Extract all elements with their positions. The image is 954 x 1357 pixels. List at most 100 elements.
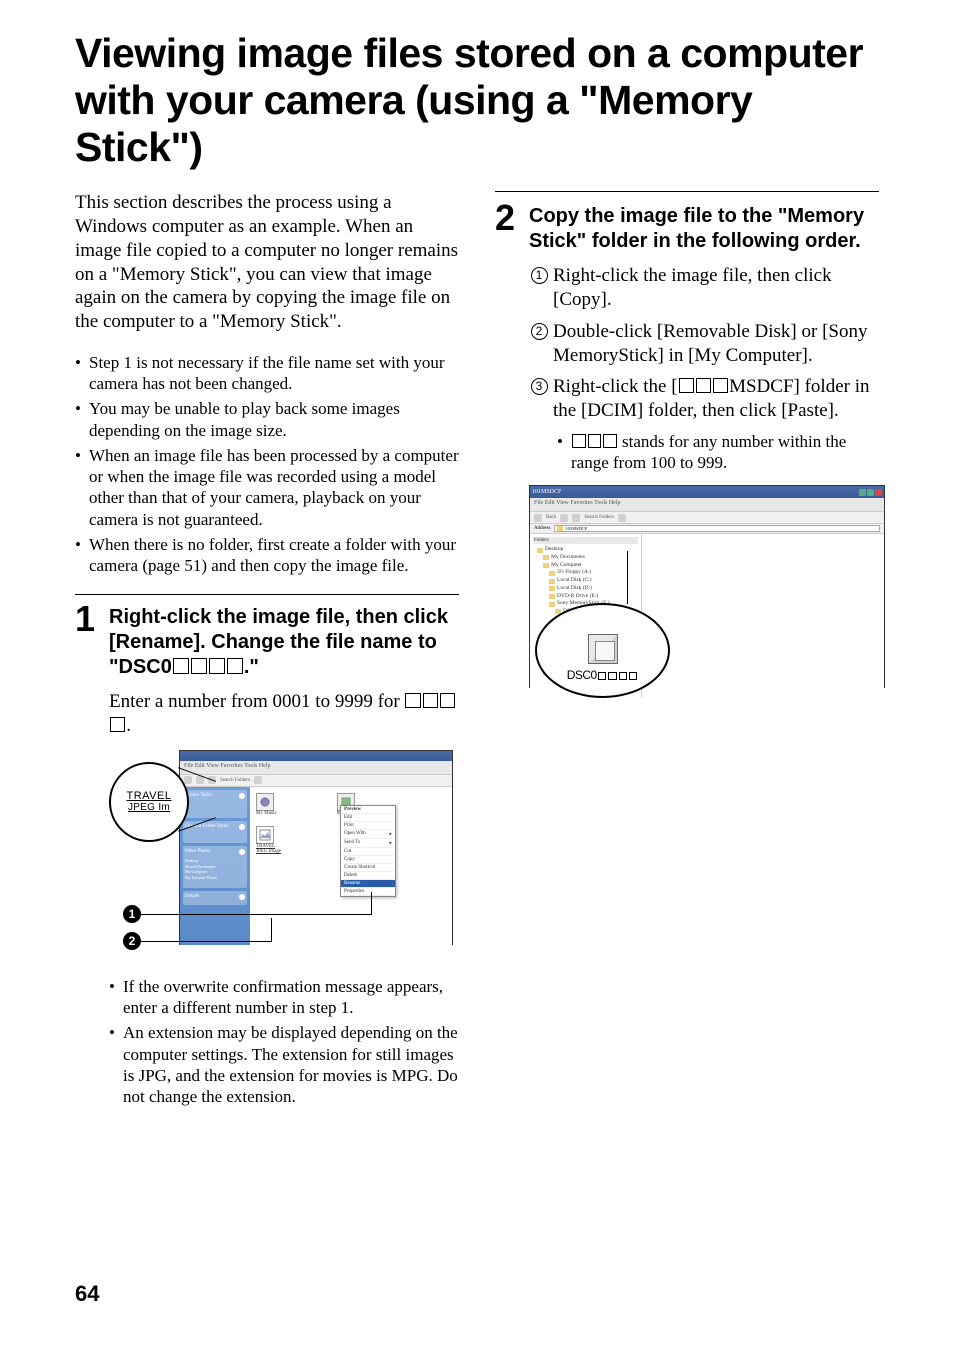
substep-text: Right-click the [MSDCF] folder in the [D… <box>553 375 879 423</box>
image-icon <box>256 826 274 844</box>
window-toolbar: Search Folders <box>180 775 452 787</box>
page-title: Viewing image files stored on a computer… <box>75 30 879 171</box>
zoom-text-bottom: JPEG Im <box>128 802 170 813</box>
back-icon <box>184 776 192 784</box>
note-item: An extension may be displayed depending … <box>109 1022 459 1107</box>
step-2-note: stands for any number within the range f… <box>495 431 879 474</box>
substep-text: Right-click the image file, then click [… <box>553 264 879 312</box>
step-body-post: . <box>126 715 131 736</box>
explorer-content <box>642 534 884 698</box>
step-1-body: Enter a number from 0001 to 9999 for . <box>75 690 459 738</box>
note-item: You may be unable to play back some imag… <box>75 398 459 441</box>
step-2-sublist: 1 Right-click the image file, then click… <box>495 264 879 423</box>
address-text: 101MSDCF <box>565 526 587 531</box>
placeholder-box <box>619 672 627 680</box>
menu-item: Properties <box>341 888 395 896</box>
tasks-sidebar: Picture Tasks File and Folder Tasks Othe… <box>180 787 250 945</box>
toolbar-label: Search Folders <box>220 778 250 783</box>
step-heading-post: ." <box>244 656 259 678</box>
substep: 1 Right-click the image file, then click… <box>529 264 879 312</box>
image-thumbnail-icon <box>588 634 618 664</box>
notes-list: Step 1 is not necessary if the file name… <box>75 352 459 577</box>
menu-item: Preview <box>341 806 395 814</box>
substep-number-icon: 2 <box>529 320 549 368</box>
menu-item: Open With▸ <box>341 830 395 839</box>
folder-icon <box>557 526 563 531</box>
left-column: This section describes the process using… <box>75 191 459 1119</box>
sidebar-label: Picture Tasks <box>185 793 212 798</box>
menu-item: Delete <box>341 872 395 880</box>
menu-item: Send To▸ <box>341 839 395 848</box>
screenshot-1-area: File Edit View Favorites Tools Help Sear… <box>109 750 459 960</box>
zoom-text-top: TRAVEL <box>127 790 172 802</box>
forward-icon <box>196 776 204 784</box>
step-heading: Copy the image file to the "Memory Stick… <box>529 204 879 254</box>
substep-number-icon: 3 <box>529 375 549 423</box>
note-item: When there is no folder, first create a … <box>75 534 459 577</box>
step-2: 2 Copy the image file to the "Memory Sti… <box>495 204 879 254</box>
step-heading-pre: Right-click the image file, then click [… <box>109 606 448 678</box>
placeholder-box <box>598 672 606 680</box>
note-item: When an image file has been processed by… <box>75 445 459 530</box>
right-column: 2 Copy the image file to the "Memory Sti… <box>495 191 879 1119</box>
divider <box>75 594 459 595</box>
chevron-icon <box>239 824 245 830</box>
step-number: 1 <box>75 601 101 637</box>
screenshot-2: 101MSDCF File Edit View Favorites Tools … <box>529 485 885 705</box>
folder-icon <box>549 571 555 576</box>
step-1: 1 Right-click the image file, then click… <box>75 605 459 680</box>
tree-item: Desktop <box>533 546 638 554</box>
sidebar-section: Other Places Desktop Shared Documents My… <box>183 846 247 888</box>
callout-1-icon: 1 <box>123 905 141 923</box>
substep-text: Double-click [Removable Disk] or [Sony M… <box>553 320 879 368</box>
folder-icon <box>549 602 555 607</box>
window-controls <box>859 489 882 496</box>
callout-line <box>627 551 628 604</box>
intro-text: This section describes the process using… <box>75 191 459 334</box>
zoom-callout: DSC0 <box>535 603 670 698</box>
window-titlebar <box>180 751 452 761</box>
folder-icon <box>543 555 549 560</box>
folder-icon <box>549 586 555 591</box>
placeholder-box <box>713 378 728 393</box>
explorer-window: File Edit View Favorites Tools Help Sear… <box>179 750 453 945</box>
substep: 3 Right-click the [MSDCF] folder in the … <box>529 375 879 423</box>
titlebar-text: 101MSDCF <box>532 489 561 495</box>
placeholder-box <box>423 693 438 708</box>
page-number: 64 <box>75 1281 99 1307</box>
placeholder-box <box>440 693 455 708</box>
zoom-label: DSC0 <box>567 668 639 682</box>
substep: 2 Double-click [Removable Disk] or [Sony… <box>529 320 879 368</box>
up-icon <box>572 514 580 522</box>
sidebar-section: Details <box>183 891 247 905</box>
window-titlebar: 101MSDCF <box>530 486 884 498</box>
tree-item: Local Disk (D:) <box>533 585 638 593</box>
window-menubar: File Edit View Favorites Tools Help <box>530 498 884 512</box>
menu-item: Edit <box>341 814 395 822</box>
tree-header: Folders <box>533 537 638 544</box>
chevron-icon <box>239 793 245 799</box>
back-icon <box>534 514 542 522</box>
window-toolbar: Back Search Folders <box>530 512 884 524</box>
views-icon <box>618 514 626 522</box>
sidebar-link: My Network Places <box>185 875 245 881</box>
sidebar-label: Details <box>185 894 199 899</box>
folder-icon <box>543 563 549 568</box>
step-body-pre: Enter a number from 0001 to 9999 for <box>109 691 404 712</box>
note-item: If the overwrite confirmation message ap… <box>109 976 459 1019</box>
toolbar-label: Search Folders <box>584 515 614 520</box>
thumb-label: My Music <box>256 811 277 816</box>
tree-item: My Documents <box>533 554 638 562</box>
note-item: stands for any number within the range f… <box>557 431 879 474</box>
screenshot-1: File Edit View Favorites Tools Help Sear… <box>109 750 453 960</box>
menu-item: Print <box>341 822 395 830</box>
placeholder-box <box>696 378 711 393</box>
minimize-icon <box>859 489 866 496</box>
tree-item: Local Disk (C:) <box>533 577 638 585</box>
folder-icon <box>549 579 555 584</box>
menu-item-rename: Rename <box>341 880 395 888</box>
close-icon <box>875 489 882 496</box>
chevron-icon <box>239 894 245 900</box>
forward-icon <box>560 514 568 522</box>
placeholder-box <box>679 378 694 393</box>
